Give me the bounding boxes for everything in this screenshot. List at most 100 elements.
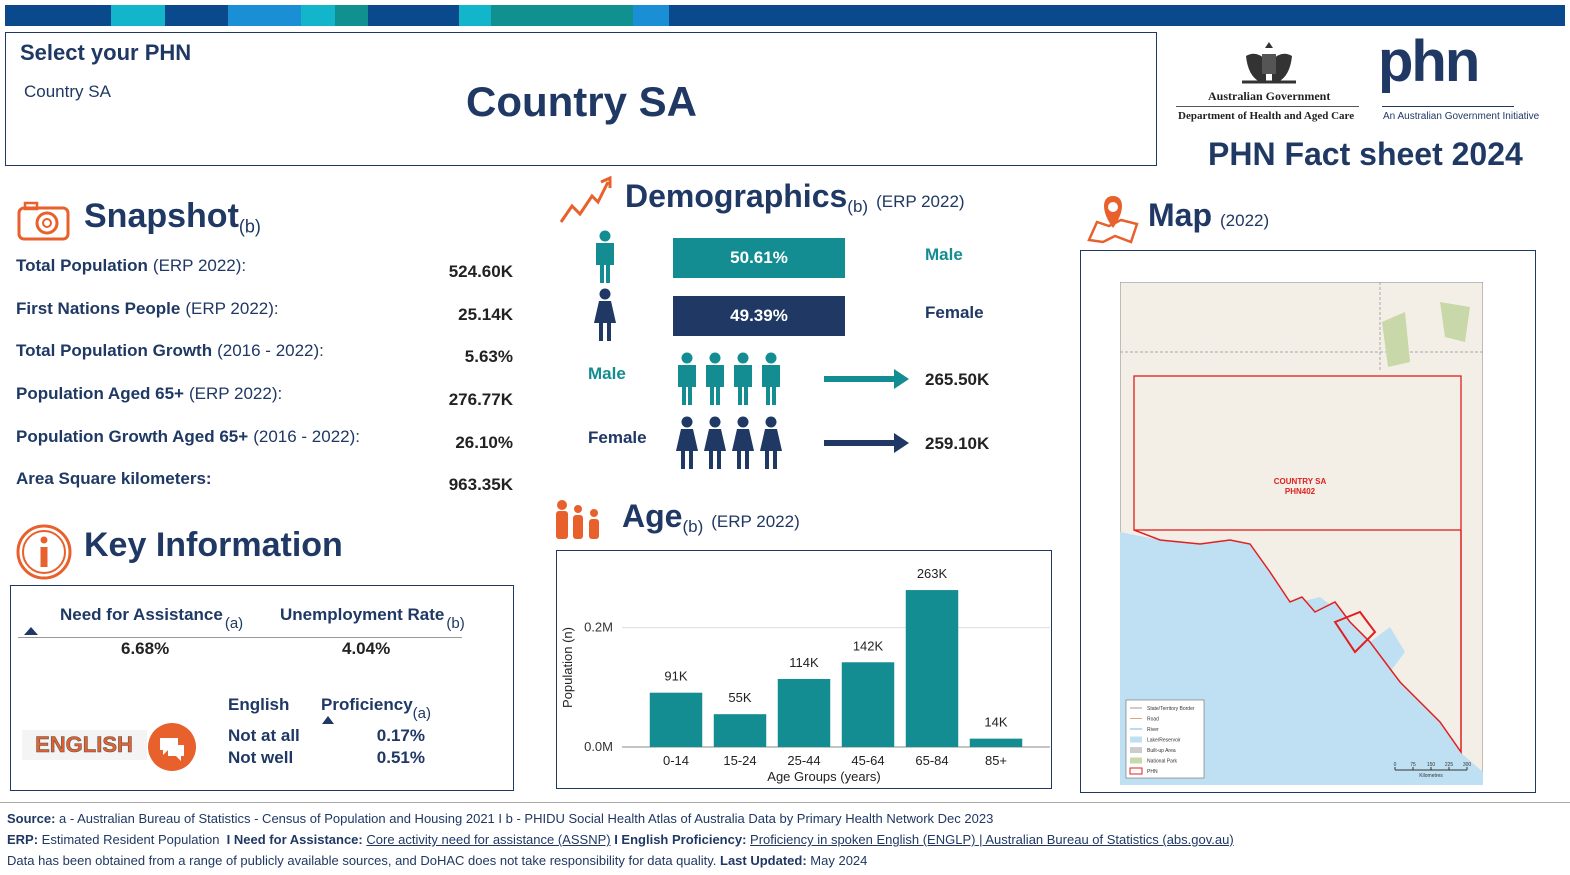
footer-text: a - Australian Bureau of Statistics - Ce… bbox=[55, 811, 994, 826]
row-qualifier: (ERP 2022): bbox=[152, 256, 247, 275]
info-icon bbox=[16, 524, 72, 580]
x-tick-label: 85+ bbox=[985, 753, 1007, 768]
female-figure bbox=[760, 416, 782, 469]
x-tick-label: 45-64 bbox=[851, 753, 884, 768]
bar bbox=[777, 678, 831, 747]
snapshot-row: Area Square kilometers: bbox=[16, 469, 212, 489]
footer-line: ERP: Estimated Resident Population I Nee… bbox=[7, 832, 1234, 847]
female-figure bbox=[676, 416, 698, 469]
value-label: 142K bbox=[853, 638, 884, 653]
bar bbox=[649, 692, 703, 747]
row-label: Total Population bbox=[16, 256, 148, 275]
value-label: 55K bbox=[728, 690, 751, 705]
row-value: 5.63% bbox=[464, 347, 513, 366]
x-axis-label: Age Groups (years) bbox=[767, 769, 880, 784]
demographics-title: Demographics(b) (ERP 2022) bbox=[625, 178, 965, 217]
y-tick-label: 0.0M bbox=[584, 739, 613, 754]
figure-head bbox=[765, 416, 777, 428]
row-value: 25.14K bbox=[458, 305, 513, 324]
demographics-period: (ERP 2022) bbox=[876, 192, 965, 211]
footer-text: May 2024 bbox=[806, 853, 868, 868]
gender-icon bbox=[594, 288, 616, 341]
metrics-rule bbox=[18, 637, 462, 638]
age-note: (b) bbox=[682, 517, 704, 537]
legend-swatch bbox=[1130, 747, 1142, 753]
footer-link[interactable]: Core activity need for assistance (ASSNP… bbox=[366, 832, 611, 847]
figure-body bbox=[594, 301, 616, 341]
legend-label: River bbox=[1147, 727, 1159, 733]
snapshot-note: (b) bbox=[238, 216, 261, 237]
footer-text: Source: bbox=[7, 811, 56, 826]
key-info-title: Key Information bbox=[84, 526, 343, 564]
english-row-label: Not well bbox=[228, 748, 294, 767]
demographics-title-text: Demographics bbox=[625, 178, 848, 214]
map-box bbox=[1080, 250, 1536, 793]
english-header-text: Proficiency bbox=[321, 695, 413, 714]
footer-rule bbox=[0, 802, 1570, 803]
metric-value: 6.68% bbox=[121, 639, 170, 658]
figure-body bbox=[676, 429, 698, 469]
page-title: Country SA bbox=[466, 78, 697, 125]
count-value: 259.10K bbox=[925, 434, 990, 453]
row-value: 26.10% bbox=[455, 433, 513, 452]
age-period: (ERP 2022) bbox=[711, 512, 800, 531]
footer-text: Estimated Resident Population bbox=[38, 832, 224, 847]
figure-body bbox=[704, 429, 726, 469]
map-icon bbox=[1087, 196, 1139, 244]
scale-label: 0 bbox=[1394, 762, 1397, 768]
logo-rule bbox=[1176, 106, 1359, 107]
footer-link[interactable]: Proficiency in spoken English (ENGLP) | … bbox=[750, 832, 1234, 847]
value-label: 91K bbox=[664, 669, 687, 684]
metric-label: Need for Assistance (a) bbox=[60, 605, 243, 632]
gov-name: Australian Government bbox=[1208, 89, 1331, 103]
phn-logo: phn bbox=[1378, 29, 1480, 94]
snapshot-title-text: Snapshot bbox=[84, 197, 239, 235]
snapshot-title: Snapshot(b) bbox=[84, 197, 261, 237]
english-header: Proficiency(a) bbox=[321, 695, 431, 722]
footer-text: I Need for Assistance: bbox=[223, 832, 363, 847]
count-label: Female bbox=[588, 428, 647, 447]
figure-head bbox=[681, 352, 693, 364]
bar bbox=[969, 738, 1023, 747]
row-value: 524.60K bbox=[448, 262, 513, 281]
english-row-value: 0.51% bbox=[376, 748, 425, 767]
gov-crest bbox=[1242, 42, 1296, 84]
x-tick-label: 15-24 bbox=[723, 753, 756, 768]
figure-head bbox=[681, 416, 693, 428]
row-qualifier: (2016 - 2022): bbox=[253, 427, 360, 446]
top-strip bbox=[5, 5, 1565, 26]
camera-icon bbox=[17, 201, 70, 241]
map-period: (2022) bbox=[1220, 211, 1270, 230]
arrow bbox=[824, 369, 909, 389]
value-label: 14K bbox=[984, 715, 1007, 730]
people-icon bbox=[678, 352, 780, 405]
metric-label: Unemployment Rate (b) bbox=[280, 605, 465, 632]
row-value: 963.35K bbox=[448, 475, 513, 494]
legend-swatch bbox=[1130, 736, 1142, 743]
footer-text: I English Proficiency: bbox=[610, 832, 747, 847]
footer-text: Last Updated: bbox=[720, 853, 807, 868]
row-label: Total Population Growth bbox=[16, 341, 213, 360]
arrow-shape bbox=[824, 433, 909, 453]
row-qualifier: (2016 - 2022): bbox=[217, 341, 324, 360]
row-label: Population Growth Aged 65+ bbox=[16, 427, 249, 446]
value-label: 263K bbox=[917, 566, 948, 581]
arrow-shape bbox=[322, 716, 334, 724]
sort-arrow bbox=[322, 716, 334, 724]
english-row-value: 0.17% bbox=[376, 726, 425, 745]
figure-head bbox=[709, 416, 721, 428]
figure-head bbox=[709, 352, 721, 364]
legend-swatch bbox=[1130, 757, 1142, 764]
figure-body bbox=[678, 365, 696, 405]
legend-swatch bbox=[1129, 767, 1143, 775]
snapshot-row: First Nations People (ERP 2022): bbox=[16, 299, 279, 319]
age-title: Age(b) (ERP 2022) bbox=[622, 498, 800, 537]
english-badge-text: ENGLISH bbox=[35, 732, 133, 757]
phn-dropdown[interactable]: Country SA bbox=[24, 82, 111, 101]
arrow bbox=[824, 433, 909, 453]
bar bbox=[905, 590, 959, 747]
metric-note: (b) bbox=[446, 615, 465, 632]
legend-label: Built-up Area bbox=[1147, 748, 1176, 754]
english-row-label: Not at all bbox=[228, 726, 300, 745]
